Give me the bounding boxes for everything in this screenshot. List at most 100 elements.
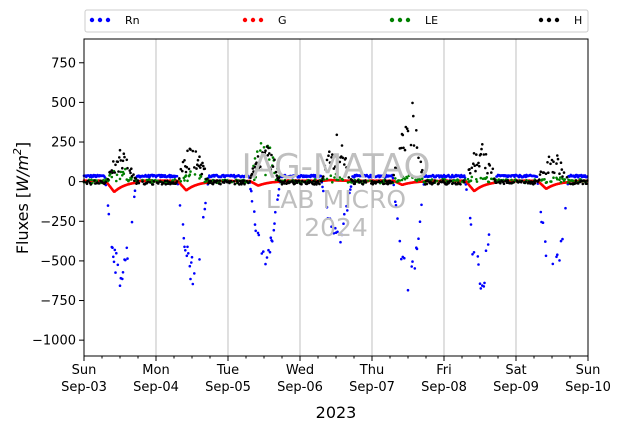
point-H xyxy=(520,179,524,183)
point-H xyxy=(412,144,416,147)
point-H xyxy=(283,179,287,183)
point-H xyxy=(533,182,537,185)
point-H xyxy=(333,155,336,158)
point-LE xyxy=(418,178,422,182)
point-H xyxy=(472,152,476,155)
point-H xyxy=(157,182,160,185)
point-Rn xyxy=(264,262,267,266)
point-H xyxy=(555,162,558,165)
point-LE xyxy=(269,170,273,173)
point-Rn xyxy=(268,250,272,254)
point-H xyxy=(425,182,429,186)
y-tick-label: −1000 xyxy=(32,334,76,349)
point-H xyxy=(397,167,400,170)
point-H xyxy=(364,181,368,184)
x-axis-title: 2023 xyxy=(316,403,357,422)
point-LE xyxy=(183,179,186,182)
point-Rn xyxy=(182,236,186,240)
point-H xyxy=(137,181,141,185)
point-H xyxy=(232,180,236,183)
point-Rn xyxy=(321,185,324,189)
point-LE xyxy=(367,179,370,183)
point-LE xyxy=(398,179,402,182)
point-Rn xyxy=(126,257,129,260)
legend-label: H xyxy=(574,14,582,27)
y-axis-title-text: Fluxes [ xyxy=(13,192,32,254)
point-LE xyxy=(559,176,562,179)
point-H xyxy=(506,179,510,182)
point-Rn xyxy=(394,203,398,207)
point-H xyxy=(85,182,89,186)
point-H xyxy=(344,157,348,160)
legend-marker xyxy=(242,17,248,23)
point-LE xyxy=(394,177,397,180)
point-H xyxy=(300,182,303,186)
point-H xyxy=(335,133,339,137)
point-H xyxy=(415,129,418,132)
point-H xyxy=(186,149,189,153)
point-H xyxy=(318,182,321,186)
point-LE xyxy=(255,150,259,153)
point-LE xyxy=(475,180,479,183)
x-tick-label-day: Sun xyxy=(576,363,601,378)
point-H xyxy=(175,180,179,183)
point-Rn xyxy=(265,256,269,259)
y-tick-label: 500 xyxy=(51,96,76,111)
point-H xyxy=(486,171,489,175)
point-Rn xyxy=(346,209,349,212)
point-Rn xyxy=(396,217,399,220)
point-Rn xyxy=(274,210,277,214)
point-LE xyxy=(179,180,183,183)
point-LE xyxy=(566,181,570,184)
point-H xyxy=(484,166,487,170)
point-H xyxy=(248,180,252,183)
point-Rn xyxy=(342,222,345,225)
watermark-line1: IAG-MATAO xyxy=(242,147,431,187)
point-H xyxy=(242,179,246,182)
point-H xyxy=(553,171,556,175)
point-H xyxy=(547,155,551,159)
point-H xyxy=(93,179,96,182)
point-H xyxy=(203,167,207,170)
point-LE xyxy=(430,178,434,181)
point-Rn xyxy=(204,201,207,205)
point-H xyxy=(168,180,171,184)
point-Rn xyxy=(394,200,397,203)
point-H xyxy=(403,148,407,152)
point-H xyxy=(159,180,162,183)
point-H xyxy=(129,171,132,175)
point-H xyxy=(324,168,327,171)
point-H xyxy=(559,161,563,164)
point-H xyxy=(477,161,480,165)
point-LE xyxy=(470,175,474,179)
plot-area xyxy=(84,39,588,356)
point-Rn xyxy=(561,237,564,241)
point-Rn xyxy=(325,205,329,209)
point-H xyxy=(185,165,189,169)
point-Rn xyxy=(330,225,333,228)
point-Rn xyxy=(183,245,186,249)
point-H xyxy=(163,179,167,183)
point-Rn xyxy=(114,271,117,274)
point-H xyxy=(538,173,542,176)
point-H xyxy=(542,171,546,174)
point-Rn xyxy=(121,271,125,274)
point-H xyxy=(325,158,329,162)
point-Rn xyxy=(186,245,189,249)
point-H xyxy=(298,179,301,183)
point-H xyxy=(128,169,132,172)
x-tick-label-date: Sep-05 xyxy=(205,380,251,395)
series-H xyxy=(82,101,589,186)
point-Rn xyxy=(191,282,195,286)
point-H xyxy=(202,164,205,168)
point-Rn xyxy=(113,248,117,252)
point-Rn xyxy=(469,223,473,226)
x-tick-label-date: Sep-07 xyxy=(349,380,395,395)
point-H xyxy=(472,162,475,165)
point-LE xyxy=(259,142,263,145)
point-H xyxy=(106,178,110,181)
point-H xyxy=(327,154,330,157)
series-layer xyxy=(82,101,589,292)
point-LE xyxy=(563,178,567,181)
